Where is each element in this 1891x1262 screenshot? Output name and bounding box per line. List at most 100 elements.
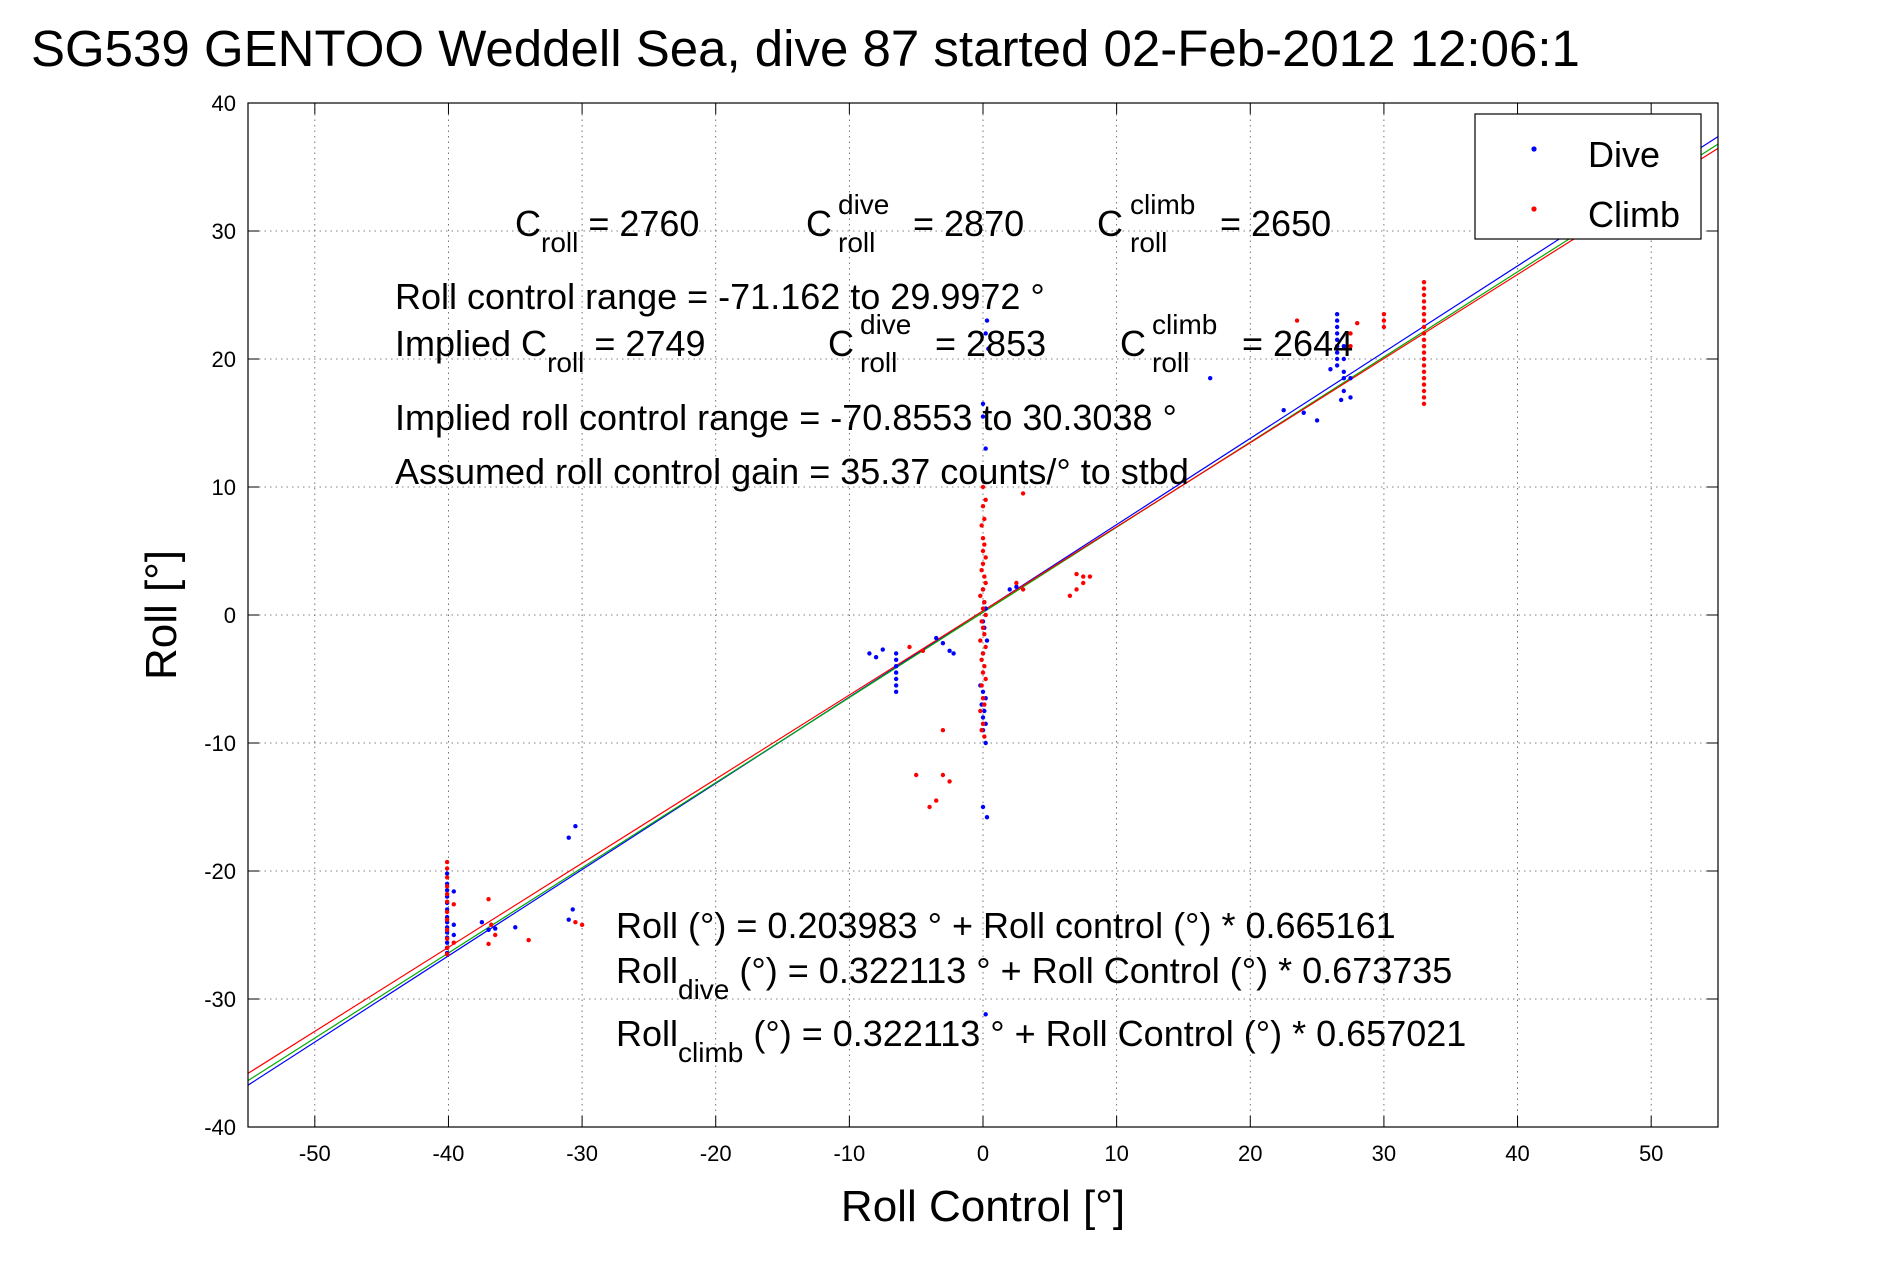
- climb-point: [1074, 571, 1079, 577]
- climb-point: [1014, 580, 1019, 586]
- climb-point: [444, 927, 450, 933]
- dive-point: [1341, 356, 1347, 362]
- x-tick-label: -30: [566, 1141, 598, 1166]
- climb-point: [444, 884, 450, 889]
- climb-point: [978, 708, 983, 714]
- climb-point: [451, 940, 456, 945]
- climb-point: [1421, 324, 1427, 330]
- dive-point: [566, 835, 571, 840]
- climb-point: [526, 937, 531, 943]
- dive-point: [1334, 337, 1340, 342]
- climb-point: [444, 859, 450, 865]
- climb-point: [444, 945, 450, 950]
- climb-point: [978, 638, 983, 643]
- dive-point: [451, 932, 456, 938]
- climb-point: [1421, 299, 1427, 304]
- dive-point: [1348, 395, 1353, 400]
- climb-point: [1421, 376, 1427, 381]
- climb-point: [934, 798, 939, 803]
- climb-point: [444, 952, 450, 957]
- dive-point: [940, 640, 946, 646]
- climb-point: [1081, 580, 1086, 586]
- y-tick-label: -10: [204, 731, 236, 756]
- x-tick-label: -10: [833, 1141, 865, 1166]
- dive-point: [1341, 369, 1347, 374]
- climb-point: [1354, 320, 1360, 326]
- climb-point: [980, 606, 986, 611]
- climb-point: [982, 516, 987, 522]
- climb-point: [978, 593, 983, 598]
- climb-point: [1421, 395, 1427, 400]
- y-tick-label: 30: [212, 219, 236, 244]
- dive-point: [983, 740, 988, 746]
- climb-point: [579, 922, 585, 927]
- climb-point: [979, 683, 984, 688]
- dive-point: [947, 648, 952, 654]
- annotation-c-roll: Croll = 2760: [515, 203, 699, 258]
- x-tick-label: 50: [1639, 1141, 1663, 1166]
- dive-point: [451, 889, 456, 894]
- dive-point: [980, 689, 986, 694]
- climb-point: [982, 574, 987, 579]
- dive-point: [983, 1012, 988, 1017]
- dive-point: [1334, 350, 1340, 355]
- climb-point: [1421, 331, 1427, 336]
- climb-point: [940, 728, 946, 733]
- climb-point: [1421, 280, 1427, 285]
- climb-point: [907, 644, 912, 650]
- dive-point: [984, 318, 990, 323]
- dive-point: [984, 815, 990, 820]
- climb-point: [979, 657, 984, 662]
- dive-point: [951, 651, 956, 656]
- climb-point: [444, 866, 450, 871]
- climb-point: [444, 936, 450, 942]
- climb-point: [980, 721, 986, 726]
- climb-point: [979, 619, 984, 624]
- legend-climb-marker: [1531, 206, 1537, 212]
- dive-point: [893, 651, 899, 656]
- x-axis-label: Roll Control [°]: [841, 1182, 1125, 1231]
- climb-point: [451, 902, 456, 907]
- climb-point: [927, 804, 932, 810]
- climb-point: [486, 941, 491, 947]
- climb-point: [983, 555, 988, 560]
- climb-point: [983, 644, 988, 650]
- annotation-implied-c-roll: Implied Croll = 2749: [395, 323, 706, 378]
- x-tick-label: 0: [977, 1141, 989, 1166]
- climb-point: [1421, 286, 1427, 291]
- climb-point: [444, 917, 450, 922]
- climb-point: [980, 625, 986, 630]
- dive-point: [1341, 344, 1347, 349]
- climb-point: [982, 600, 987, 605]
- climb-point: [573, 920, 578, 925]
- climb-point: [1421, 337, 1427, 342]
- climb-point: [444, 899, 450, 904]
- dive-point: [980, 401, 986, 406]
- dive-point: [980, 715, 986, 720]
- climb-point: [1067, 593, 1073, 598]
- climb-point: [444, 909, 450, 915]
- dive-point: [570, 907, 575, 912]
- climb-point: [1421, 401, 1427, 406]
- legend-climb-label: Climb: [1588, 194, 1680, 235]
- dive-point: [980, 414, 986, 419]
- dive-point: [893, 689, 899, 694]
- annotation-equation-dive: Rolldive (°) = 0.322113 ° + Roll Control…: [616, 950, 1452, 1005]
- climb-point: [1421, 369, 1427, 374]
- x-tick-label: 30: [1372, 1141, 1396, 1166]
- climb-point: [982, 702, 987, 707]
- climb-point: [1421, 292, 1427, 298]
- climb-point: [1421, 312, 1427, 317]
- climb-point: [1020, 491, 1026, 496]
- legend-dive-label: Dive: [1588, 134, 1660, 175]
- dive-point: [934, 635, 939, 641]
- climb-point: [982, 664, 987, 669]
- fit-line: [247, 147, 1719, 1074]
- climb-point: [980, 696, 986, 701]
- dive-point: [1314, 418, 1320, 423]
- climb-point: [489, 922, 494, 927]
